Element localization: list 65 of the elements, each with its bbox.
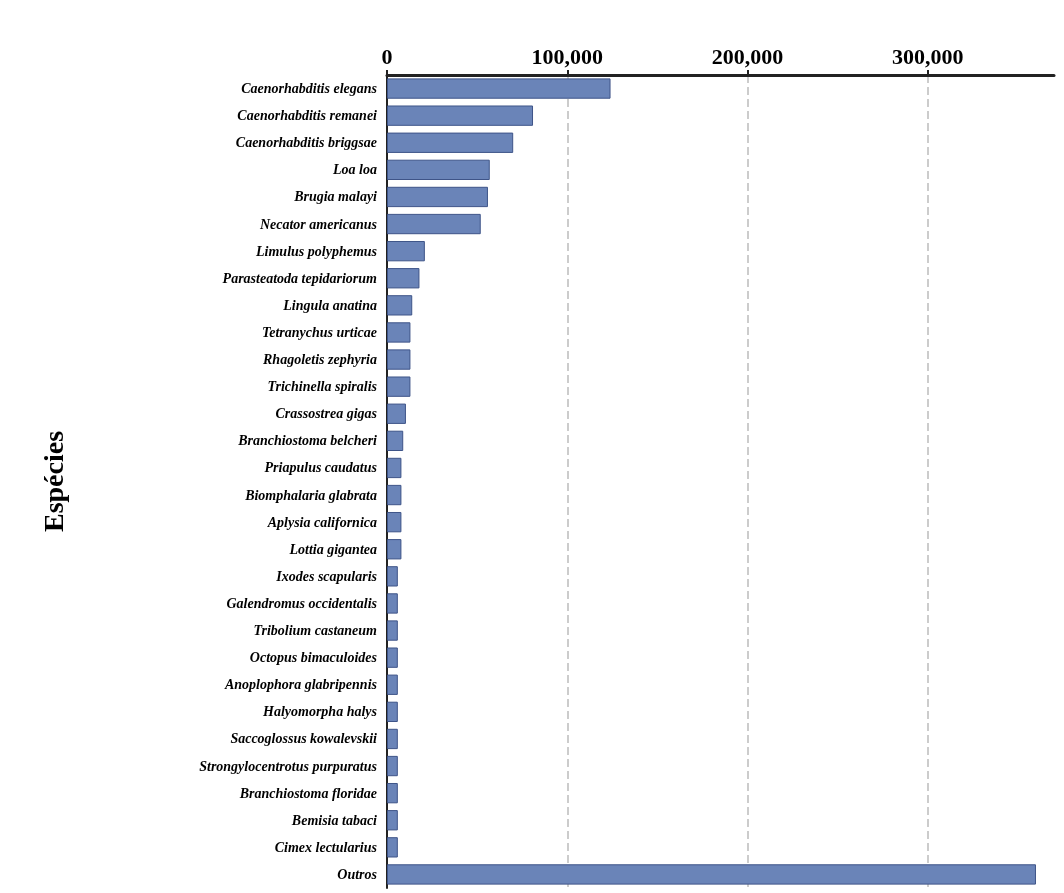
- y-tick-label: Octopus bimaculoides: [249, 650, 378, 666]
- bar: [387, 484, 402, 506]
- y-tick-label: Ixodes scapularis: [275, 568, 378, 584]
- bar: [387, 186, 488, 208]
- y-tick-label: Anoplophora glabripennis: [223, 677, 378, 693]
- bar: [387, 755, 398, 777]
- bar: [387, 376, 411, 397]
- bar: [387, 701, 398, 723]
- y-tick-label: Lottia gigantea: [288, 541, 377, 557]
- y-tick-label: Outros: [337, 866, 378, 882]
- x-tick-label: 0: [381, 43, 393, 69]
- bar: [387, 268, 420, 289]
- bar: [387, 728, 398, 750]
- bar: [387, 647, 398, 668]
- y-tick-label: Tetranychus urticae: [262, 324, 377, 340]
- bar: [387, 782, 398, 804]
- y-tick-label: Biomphalaria glabrata: [244, 487, 377, 503]
- bar: [387, 105, 534, 126]
- bar: [387, 213, 481, 235]
- y-tick-label: Priapulus caudatus: [264, 460, 378, 476]
- bar: [387, 159, 490, 181]
- bar: [387, 539, 402, 560]
- y-tick-label: Rhagoletis zephyria: [262, 352, 377, 368]
- y-tick-label: Cimex lectularius: [274, 839, 378, 855]
- bar: [387, 837, 398, 858]
- bar: [387, 864, 1036, 885]
- y-tick-label: Lingula anatina: [282, 297, 377, 313]
- bar: [387, 322, 411, 343]
- bar: [387, 810, 398, 831]
- y-tick-label: Strongylocentrotus purpuratus: [199, 758, 378, 774]
- bar: [387, 132, 514, 153]
- y-tick-label: Caenorhabditis remanei: [237, 108, 378, 124]
- y-tick-label: Loa loa: [332, 162, 377, 178]
- y-tick-label: Trichinella spiralis: [267, 379, 378, 395]
- bar: [387, 457, 402, 479]
- bar: [387, 566, 398, 587]
- y-tick-label: Aplysia californica: [266, 514, 377, 530]
- bar: [387, 511, 402, 533]
- bar: [387, 403, 406, 424]
- y-tick-label: Bemisia tabaci: [290, 812, 378, 828]
- bar: [387, 430, 404, 452]
- y-tick-label: Branchiostoma floridae: [238, 785, 377, 801]
- y-tick-label: Tribolium castaneum: [253, 623, 378, 639]
- y-tick-label: Branchiostoma belcheri: [237, 433, 378, 449]
- bar: [387, 240, 425, 262]
- x-tick-label: 200,000: [711, 43, 784, 69]
- y-tick-label: Necator americanus: [258, 216, 378, 232]
- y-tick-label: Caenorhabditis elegans: [241, 81, 378, 97]
- bar: [387, 593, 398, 614]
- y-tick-label: Parasteatoda tepidariorum: [222, 270, 378, 286]
- bar: [387, 620, 398, 641]
- y-tick-label: Halyomorpha halys: [262, 704, 378, 720]
- bar: [387, 349, 411, 370]
- y-tick-label: Saccoglossus kowalevskii: [230, 731, 378, 747]
- bar: [387, 295, 413, 316]
- y-tick-label: Brugia malayi: [293, 189, 378, 205]
- y-tick-label: Galendromus occidentalis: [226, 595, 378, 611]
- bar: [387, 674, 398, 695]
- y-tick-label: Caenorhabditis briggsae: [235, 135, 377, 151]
- y-axis-title: Espécies: [37, 430, 69, 533]
- y-tick-label: Limulus polyphemus: [255, 243, 378, 259]
- bar: [387, 78, 611, 99]
- x-tick-label: 100,000: [531, 43, 604, 69]
- y-tick-label: Crassostrea gigas: [275, 406, 378, 422]
- x-tick-label: 300,000: [892, 43, 964, 69]
